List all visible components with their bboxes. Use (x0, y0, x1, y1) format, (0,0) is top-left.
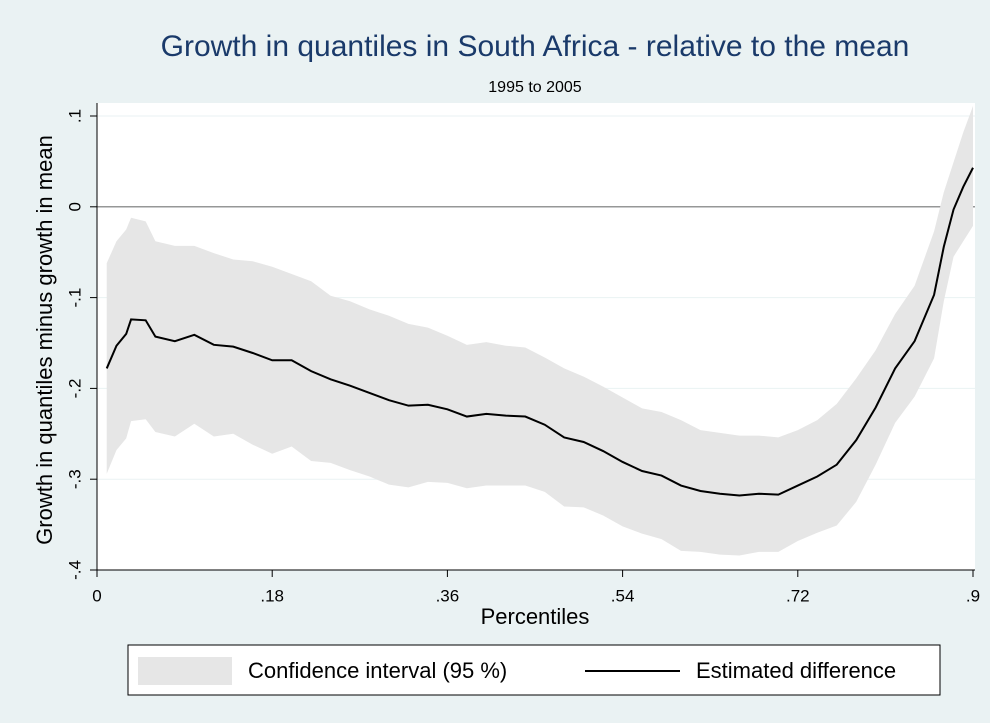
y-axis-title: Growth in quantiles minus growth in mean (32, 135, 57, 545)
y-tick-label: -.1 (65, 288, 84, 308)
x-tick-label: 0 (92, 586, 101, 605)
legend (127, 644, 941, 696)
y-tick-label: .1 (65, 109, 84, 123)
legend-label: Estimated difference (696, 658, 896, 683)
line (105, 167, 974, 497)
x-tick-label: .72 (786, 586, 810, 605)
x-tick-label: .36 (436, 586, 460, 605)
x-axis-title: Percentiles (481, 604, 590, 629)
x-tick-label: .18 (260, 586, 284, 605)
y-tick-label: -.4 (65, 560, 84, 580)
x-tick-label: .54 (611, 586, 635, 605)
chart-subtitle: 1995 to 2005 (488, 79, 582, 96)
y-tick-label: 0 (65, 202, 84, 211)
legend-label: Confidence interval (95 %) (248, 658, 507, 683)
x-tick-label: .9 (966, 586, 980, 605)
y-tick-label: -.2 (65, 378, 84, 398)
chart-title: Growth in quantiles in South Africa - re… (161, 30, 910, 63)
confidence-band (106, 106, 973, 556)
legend-swatch (138, 657, 232, 685)
y-tick-label: -.3 (65, 469, 84, 489)
